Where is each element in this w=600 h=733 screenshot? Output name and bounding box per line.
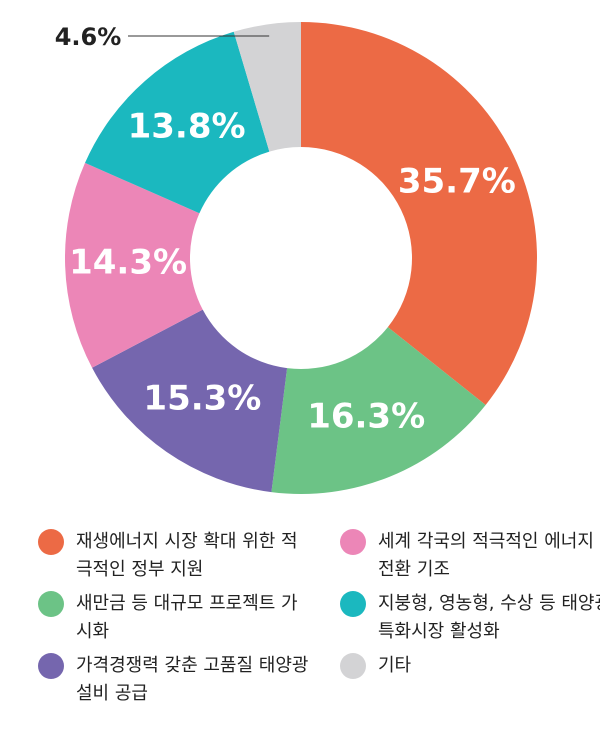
legend-label: 재생에너지 시장 확대 위한 적극적인 정부 지원 (76, 531, 298, 580)
legend-item: 지붕형, 영농형, 수상 등 태양광 특화시장 활성화 (340, 590, 600, 646)
legend-swatch (340, 591, 366, 617)
legend-item: 세계 각국의 적극적인 에너지 전환 기조 (340, 528, 600, 584)
legend-item: 가격경쟁력 갖춘 고품질 태양광 설비 공급 (38, 652, 311, 708)
legend-swatch (38, 591, 64, 617)
donut-segment (271, 327, 486, 494)
donut-segment (301, 22, 537, 405)
legend-swatch (340, 653, 366, 679)
legend-label: 가격경쟁력 갖춘 고품질 태양광 설비 공급 (76, 655, 309, 704)
value-label: 4.6% (55, 23, 122, 51)
donut-chart: 35.7% 16.3% 15.3% 14.3% 13.8% 4.6% (55, 22, 537, 494)
value-label: 13.8% (128, 107, 246, 147)
legend-swatch (38, 529, 64, 555)
legend-label: 기타 (378, 655, 412, 676)
donut-segment (233, 22, 301, 152)
value-label: 15.3% (143, 379, 261, 419)
donut-segment (92, 309, 288, 493)
value-label: 16.3% (307, 397, 425, 437)
value-label: 14.3% (69, 242, 187, 282)
legend-item: 재생에너지 시장 확대 위한 적극적인 정부 지원 (38, 528, 311, 584)
value-label: 35.7% (398, 161, 516, 201)
legend-label: 세계 각국의 적극적인 에너지 전환 기조 (378, 531, 594, 580)
legend-item: 새만금 등 대규모 프로젝트 가시화 (38, 590, 311, 646)
donut-segment (65, 162, 203, 368)
legend-label: 새만금 등 대규모 프로젝트 가시화 (76, 593, 298, 642)
legend-swatch (340, 529, 366, 555)
legend-item: 기타 (340, 652, 600, 680)
legend-swatch (38, 653, 64, 679)
donut-segment (85, 31, 270, 214)
legend-label: 지붕형, 영농형, 수상 등 태양광 특화시장 활성화 (378, 593, 600, 642)
